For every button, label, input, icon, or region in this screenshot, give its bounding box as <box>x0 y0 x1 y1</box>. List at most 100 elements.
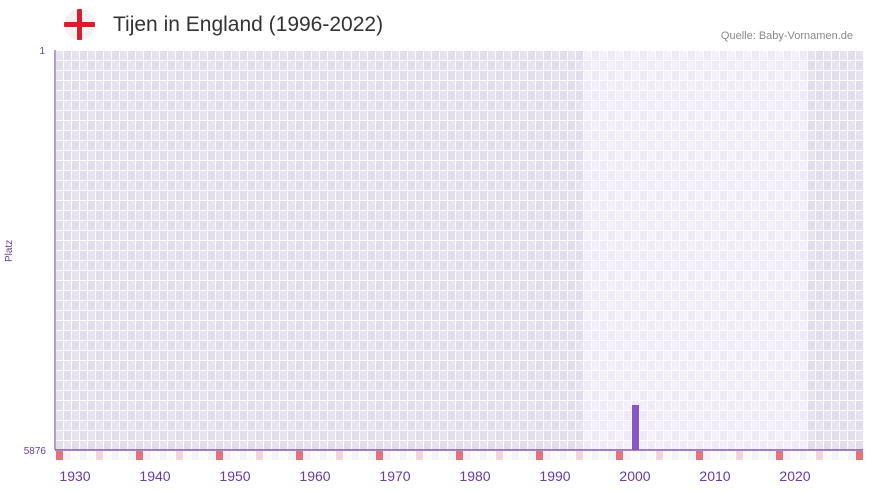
grid-cell <box>464 61 471 70</box>
grid-cell <box>304 251 311 260</box>
grid-cell <box>240 381 247 390</box>
grid-cell <box>344 211 351 220</box>
grid-cell <box>152 91 159 100</box>
grid-cell <box>824 191 831 200</box>
grid-cell <box>848 291 855 300</box>
grid-cell <box>464 311 471 320</box>
grid-cell <box>768 121 775 130</box>
grid-cell <box>656 91 663 100</box>
grid-cell <box>232 231 239 240</box>
source-link[interactable]: Quelle: Baby-Vornamen.de <box>720 30 853 42</box>
grid-cell <box>584 431 591 440</box>
grid-cell <box>128 81 135 90</box>
grid-cell <box>176 171 183 180</box>
grid-cell <box>568 301 575 310</box>
grid-cell <box>696 291 703 300</box>
grid-cell <box>760 51 767 60</box>
grid-cell <box>432 111 439 120</box>
grid-cell <box>632 381 639 390</box>
grid-cell <box>632 351 639 360</box>
grid-cell <box>144 411 151 420</box>
grid-cell <box>344 191 351 200</box>
grid-cell <box>392 221 399 230</box>
grid-cell <box>384 101 391 110</box>
decade-marker <box>376 451 383 460</box>
grid-cell <box>720 71 727 80</box>
grid-cell <box>216 201 223 210</box>
grid-cell <box>808 351 815 360</box>
grid-cell <box>64 441 71 450</box>
grid-cell <box>136 421 143 430</box>
grid-cell <box>152 221 159 230</box>
grid-cell <box>80 301 87 310</box>
grid-cell <box>736 291 743 300</box>
grid-cell <box>352 421 359 430</box>
grid-cell <box>624 241 631 250</box>
grid-cell <box>768 411 775 420</box>
grid-cell <box>392 361 399 370</box>
grid-cell <box>640 171 647 180</box>
grid-cell <box>280 231 287 240</box>
grid-cell <box>160 191 167 200</box>
grid-cell <box>656 261 663 270</box>
grid-cell <box>384 201 391 210</box>
grid-cell <box>136 261 143 270</box>
grid-cell <box>568 241 575 250</box>
grid-cell <box>152 191 159 200</box>
grid-cell <box>512 341 519 350</box>
grid-cell <box>104 271 111 280</box>
grid-cell <box>376 241 383 250</box>
grid-cell <box>752 261 759 270</box>
grid-cell <box>624 391 631 400</box>
grid-cell <box>280 161 287 170</box>
grid-cell <box>88 331 95 340</box>
grid-cell <box>336 361 343 370</box>
grid-cell <box>240 71 247 80</box>
grid-cell <box>848 321 855 330</box>
grid-cell <box>832 261 839 270</box>
grid-cell <box>584 251 591 260</box>
grid-cell <box>792 291 799 300</box>
grid-cell <box>552 241 559 250</box>
grid-cell <box>328 221 335 230</box>
grid-cell <box>584 71 591 80</box>
grid-cell <box>208 121 215 130</box>
grid-cell <box>368 191 375 200</box>
grid-cell <box>520 91 527 100</box>
grid-cell <box>608 201 615 210</box>
grid-cell <box>808 201 815 210</box>
grid-cell <box>408 301 415 310</box>
grid-cell <box>160 101 167 110</box>
grid-cell <box>808 251 815 260</box>
grid-cell <box>120 411 127 420</box>
grid-cell <box>784 301 791 310</box>
grid-cell <box>544 331 551 340</box>
grid-cell <box>192 411 199 420</box>
grid-cell <box>720 391 727 400</box>
grid-cell <box>752 61 759 70</box>
grid-cell <box>480 411 487 420</box>
grid-cell <box>600 351 607 360</box>
grid-cell <box>136 251 143 260</box>
grid-cell <box>240 301 247 310</box>
grid-cell <box>728 411 735 420</box>
grid-cell <box>856 141 863 150</box>
grid-cell <box>400 291 407 300</box>
grid-cell <box>80 111 87 120</box>
grid-cell <box>624 411 631 420</box>
grid-cell <box>520 111 527 120</box>
grid-cell <box>288 311 295 320</box>
grid-cell <box>576 381 583 390</box>
grid-cell <box>552 201 559 210</box>
decade-marker <box>520 451 527 460</box>
grid-cell <box>648 391 655 400</box>
grid-cell <box>824 171 831 180</box>
grid-cell <box>136 371 143 380</box>
grid-cell <box>600 271 607 280</box>
grid-cell <box>288 321 295 330</box>
grid-cell <box>104 311 111 320</box>
grid-cell <box>280 291 287 300</box>
grid-cell <box>264 101 271 110</box>
grid-cell <box>56 201 63 210</box>
grid-cell <box>360 171 367 180</box>
